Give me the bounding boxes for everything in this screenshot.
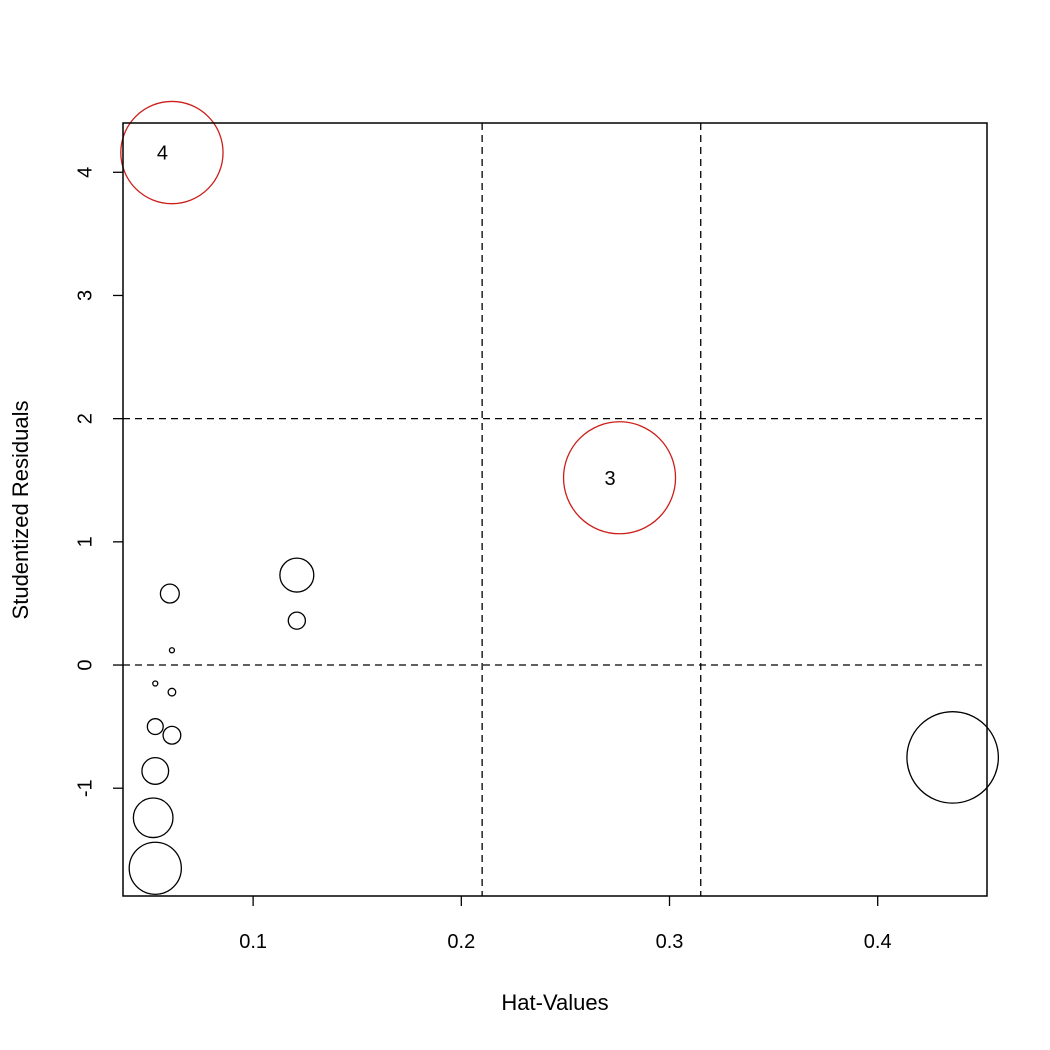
- data-point: [152, 680, 159, 687]
- data-point: [167, 687, 177, 697]
- x-axis-label: Hat-Values: [501, 990, 608, 1015]
- data-point: [128, 841, 182, 895]
- data-point: [906, 711, 1000, 804]
- x-tick-label: 0.4: [864, 931, 892, 953]
- data-point: [562, 421, 677, 535]
- data-point: [162, 725, 182, 745]
- data-point: [279, 557, 315, 593]
- point-label: 3: [605, 468, 616, 490]
- y-tick-label: -1: [74, 779, 96, 797]
- data-point: [141, 756, 170, 785]
- data-point: [132, 797, 174, 839]
- x-tick-label: 0.2: [447, 931, 475, 953]
- x-axis: 0.1 0.2 0.3 0.4: [239, 896, 892, 953]
- x-tick-label: 0.1: [239, 931, 267, 953]
- data-points: 43: [120, 100, 1000, 895]
- data-point: [168, 647, 176, 654]
- y-tick-label: 0: [74, 659, 96, 670]
- reference-lines: [123, 123, 987, 896]
- y-tick-label: 2: [74, 413, 96, 424]
- y-tick-label: 1: [74, 536, 96, 547]
- data-point: [287, 611, 307, 630]
- point-label: 4: [157, 143, 168, 165]
- y-axis-label: Studentized Residuals: [8, 401, 33, 620]
- data-point: [159, 583, 180, 604]
- y-axis: -1 0 1 2 3 4: [74, 167, 123, 797]
- y-tick-label: 4: [74, 167, 96, 178]
- y-tick-label: 3: [74, 290, 96, 301]
- plot-frame: [122, 122, 988, 897]
- data-point: [146, 718, 164, 736]
- x-tick-label: 0.3: [656, 931, 684, 953]
- data-point: [120, 100, 224, 205]
